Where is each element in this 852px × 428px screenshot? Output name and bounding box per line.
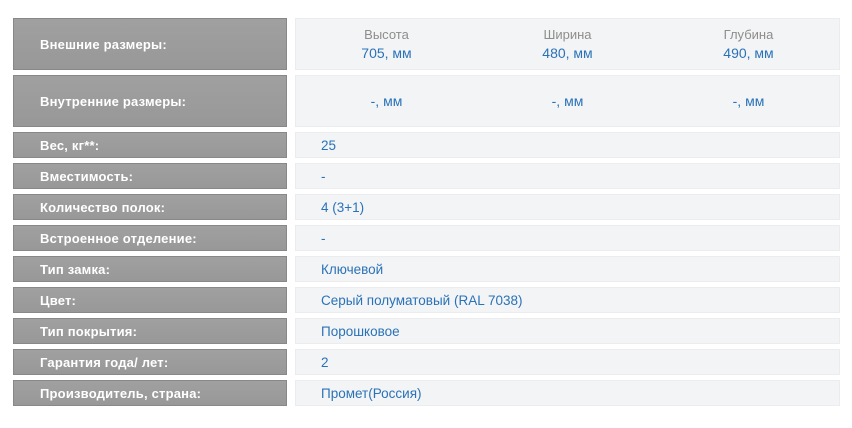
dimension-column-height: -, мм [296, 76, 477, 126]
row-value: - [295, 163, 840, 189]
row-label: Гарантия года/ лет: [13, 349, 287, 375]
dimension-column-depth: Глубина 490, мм [658, 19, 839, 69]
row-label: Внешние размеры: [13, 18, 287, 70]
dimension-column-height: Высота 705, мм [296, 19, 477, 69]
dimension-header: Высота [364, 27, 409, 42]
row-value: - [295, 225, 840, 251]
row-value-cell: -, мм -, мм -, мм [295, 75, 840, 127]
row-label: Внутренние размеры: [13, 75, 287, 127]
product-spec-table: Внешние размеры: Высота 705, мм Ширина 4… [13, 18, 840, 406]
table-row-weight: Вес, кг**: 25 [13, 132, 840, 158]
table-row-coating: Тип покрытия: Порошковое [13, 318, 840, 344]
table-row-lock-type: Тип замка: Ключевой [13, 256, 840, 282]
table-row-shelves: Количество полок: 4 (3+1) [13, 194, 840, 220]
row-label: Тип покрытия: [13, 318, 287, 344]
row-value: Ключевой [295, 256, 840, 282]
table-row-compartment: Встроенное отделение: - [13, 225, 840, 251]
table-row-capacity: Вместимость: - [13, 163, 840, 189]
row-label: Производитель, страна: [13, 380, 287, 406]
dimension-column-depth: -, мм [658, 76, 839, 126]
row-value: 25 [295, 132, 840, 158]
dimension-value: -, мм [370, 93, 403, 109]
dimension-column-width: Ширина 480, мм [477, 19, 658, 69]
dimension-value: 480, мм [542, 45, 593, 61]
dimension-header: Глубина [723, 27, 774, 42]
table-row-manufacturer: Производитель, страна: Промет(Россия) [13, 380, 840, 406]
dimension-header: Ширина [543, 27, 592, 42]
table-row-warranty: Гарантия года/ лет: 2 [13, 349, 840, 375]
row-value: Порошковое [295, 318, 840, 344]
row-label: Вес, кг**: [13, 132, 287, 158]
dimension-value: -, мм [551, 93, 584, 109]
row-label: Встроенное отделение: [13, 225, 287, 251]
row-value: Промет(Россия) [295, 380, 840, 406]
row-value: Серый полуматовый (RAL 7038) [295, 287, 840, 313]
row-value-cell: Высота 705, мм Ширина 480, мм Глубина 49… [295, 18, 840, 70]
dimension-value: 490, мм [723, 45, 774, 61]
dimension-column-width: -, мм [477, 76, 658, 126]
row-label: Цвет: [13, 287, 287, 313]
dimension-value: -, мм [732, 93, 765, 109]
row-value: 2 [295, 349, 840, 375]
table-row-inner-dimensions: Внутренние размеры: -, мм -, мм -, мм [13, 75, 840, 127]
row-label: Вместимость: [13, 163, 287, 189]
row-value: 4 (3+1) [295, 194, 840, 220]
table-row-outer-dimensions: Внешние размеры: Высота 705, мм Ширина 4… [13, 18, 840, 70]
row-label: Тип замка: [13, 256, 287, 282]
table-row-color: Цвет: Серый полуматовый (RAL 7038) [13, 287, 840, 313]
row-label: Количество полок: [13, 194, 287, 220]
dimension-value: 705, мм [361, 45, 412, 61]
